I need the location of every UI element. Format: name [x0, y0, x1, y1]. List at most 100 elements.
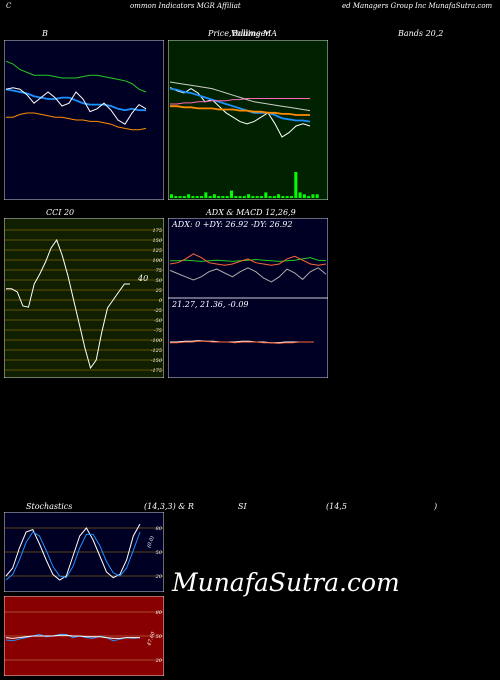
- rsi-tick-label: 20: [155, 658, 163, 664]
- volume-bar: [272, 196, 276, 198]
- volume-bar: [247, 194, 251, 198]
- price-panel: [168, 40, 328, 200]
- volume-bar: [204, 192, 208, 198]
- volume-bar: [208, 196, 212, 198]
- cci-tick-label: 50: [156, 278, 163, 284]
- cci-tick-label: -150: [151, 358, 163, 364]
- volume-bar: [260, 196, 263, 198]
- stochastics-tick-label: 80: [156, 526, 163, 532]
- volume-bar: [230, 190, 233, 198]
- price-title-b: Volume: [231, 29, 261, 38]
- volume-bar: [195, 196, 199, 198]
- adx-readout: ADX: 0 +DY: 26.92 -DY: 26.92: [172, 220, 293, 229]
- bollinger-panel: [4, 40, 164, 200]
- stochastics-series-%D: [5, 531, 141, 581]
- volume-bar: [170, 194, 173, 198]
- cci-tick-label: -125: [151, 348, 162, 354]
- cci-tick-label: 0: [159, 298, 163, 304]
- stochastics-tick-label: 20: [155, 574, 163, 580]
- volume-bar: [298, 192, 302, 198]
- volume-bar: [234, 196, 238, 198]
- volume-bar: [242, 196, 246, 198]
- stochastics-tick-label: 50: [156, 550, 163, 556]
- price-volume-ma-series-ma-short: [169, 87, 311, 123]
- bands-title: Bands 20,2: [398, 29, 444, 38]
- price-title: Price,: [208, 29, 232, 38]
- cci-tick-label: -100: [151, 338, 163, 344]
- cci-tick-label: -25: [154, 308, 162, 314]
- cci-tick-label: -75: [154, 328, 162, 334]
- adx-title: ADX & MACD 12,26,9: [206, 208, 296, 217]
- macd-series-signal: [170, 340, 314, 344]
- rsi-tick-label: 50: [156, 634, 163, 640]
- volume-bar: [290, 196, 293, 198]
- cci-panel: 175 150 125 100 75 50 25 0 -25 -50 -75 -100 -125 -150…: [4, 218, 164, 378]
- stoch-title: Stochastics: [26, 502, 73, 511]
- macd-frame: [168, 298, 328, 378]
- cci-tick-label: 150: [152, 238, 162, 244]
- volume-bar: [200, 196, 203, 198]
- volume-bar: [251, 196, 255, 198]
- volume-bar: [264, 192, 268, 198]
- volume-bar: [174, 196, 178, 198]
- bollinger-chart: [4, 40, 164, 200]
- stoch-params: (14,3,3) & R: [144, 502, 194, 511]
- volume-bar: [187, 194, 191, 198]
- volume-bar: [191, 196, 195, 198]
- macd-readout: 21.27, 21.36, -0.09: [172, 300, 249, 309]
- rsi-series-rsi: [5, 633, 141, 642]
- adx-chart: [168, 218, 328, 298]
- adx-series--DI: [169, 253, 327, 266]
- volume-bar: [255, 196, 259, 198]
- cci-tick-label: 125: [152, 248, 162, 254]
- bollinger-bands-series-price: [5, 87, 147, 125]
- rsi-params: (14,5: [326, 502, 347, 511]
- cci-value: 40: [138, 274, 149, 283]
- price-volume-ma-series-ma-long: [170, 98, 310, 105]
- cci-tick-label: -175: [151, 368, 162, 374]
- cci-tick-label: 100: [152, 258, 162, 264]
- bollinger-bands-series-upper: [5, 60, 147, 93]
- volume-bar: [212, 194, 216, 198]
- header-segment-2: ommon Indicators MGR Affiliat: [130, 2, 241, 10]
- rsi-value-label: 47.60: [146, 630, 157, 647]
- cci-title: CCI 20: [46, 208, 75, 217]
- adx-series-ADX: [169, 267, 327, 283]
- rsi-series-rsi-ma: [5, 634, 140, 639]
- adx-panel: ADX: 0 +DY: 26.92 -DY: 26.92: [168, 218, 328, 298]
- cci-tick-label: 175: [152, 228, 162, 234]
- volume-bar: [315, 194, 319, 198]
- volume-bar: [307, 196, 311, 198]
- bollinger-bands-series-middle: [5, 88, 146, 112]
- volume-bar: [285, 196, 289, 198]
- stoch-value-label: (0.0): [145, 535, 156, 549]
- rsi-panel: 80 50 20 47.60: [4, 596, 164, 676]
- rsi-tick-label: 80: [156, 610, 163, 616]
- price-chart: [168, 40, 328, 200]
- watermark: MunafaSutra.com: [172, 568, 400, 597]
- adx-frame: [168, 218, 328, 298]
- si-title: SI: [238, 502, 247, 511]
- macd-panel: 21.27, 21.36, -0.09: [168, 298, 328, 378]
- volume-bar: [268, 196, 272, 198]
- volume-bar: [311, 194, 315, 198]
- rsi-close: ): [434, 502, 438, 511]
- volume-bar: [294, 172, 298, 198]
- cci-chart: 175 150 125 100 75 50 25 0 -25 -50 -75 -100 -125 -150…: [4, 218, 164, 378]
- volume-bar: [182, 196, 186, 198]
- volume-bar: [281, 196, 285, 198]
- price-volume-ma-series-ma-mid: [170, 105, 310, 116]
- volume-bar: [238, 196, 242, 198]
- stoch-panel: 80 50 20 (0.0): [4, 512, 164, 592]
- macd-chart: [168, 298, 328, 378]
- volume-bar: [217, 196, 221, 198]
- cci-tick-label: 75: [156, 268, 162, 274]
- volume-bar: [277, 194, 281, 198]
- volume-bar: [221, 196, 225, 198]
- volume-bar: [178, 196, 182, 198]
- cci-tick-label: -50: [154, 318, 163, 324]
- volume-bar: [225, 196, 229, 198]
- header-segment-3: ed Managers Group Inc MunafaSutra.com: [342, 2, 493, 10]
- rsi-chart: 80 50 20 47.60: [4, 596, 164, 676]
- volume-bar: [302, 194, 306, 198]
